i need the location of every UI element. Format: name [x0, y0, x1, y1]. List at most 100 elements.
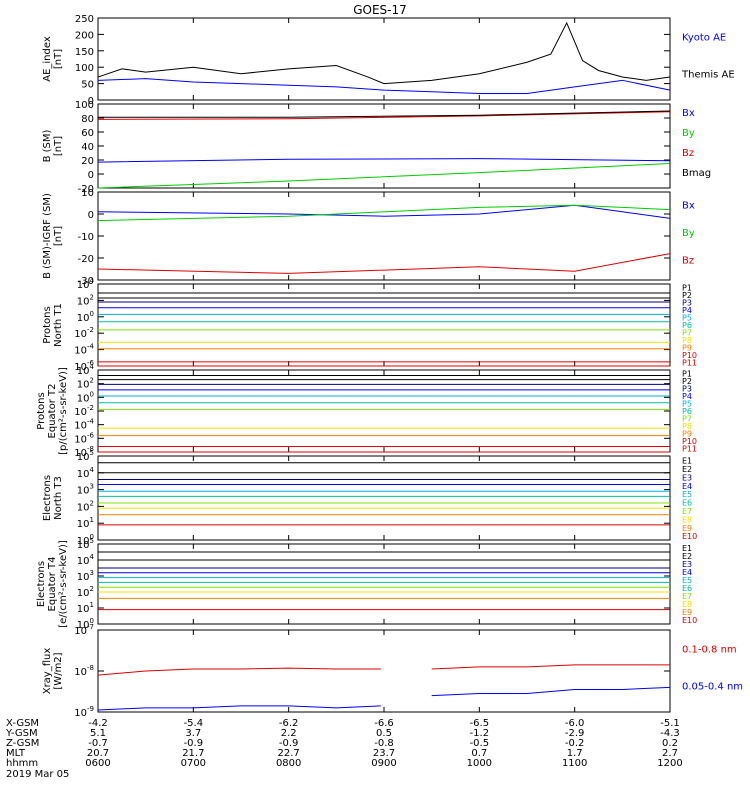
y-tick-label: 102 [77, 293, 94, 307]
y-tick-label: 100 [77, 310, 94, 324]
panel-frame [98, 544, 670, 624]
y-axis-label: [nT] [53, 226, 64, 246]
y-tick-exponent: 4 [90, 553, 95, 561]
series-line [98, 23, 670, 84]
y-tick-label: 103 [77, 569, 94, 583]
y-axis-label: North T1 [53, 303, 64, 347]
y-tick-exponent: 2 [90, 293, 94, 301]
y-axis-label: Protons [36, 392, 47, 429]
y-tick-label: 40 [81, 142, 94, 153]
y-axis-label: Protons [42, 306, 53, 343]
y-tick-exponent: -8 [87, 664, 94, 672]
series-line [432, 665, 670, 669]
panel-frame [98, 630, 670, 712]
legend-entry: P11 [682, 444, 697, 453]
y-tick-exponent: -2 [87, 404, 94, 412]
panel-electrons_north: 100101102103104105Electrons North T3E1E2E… [42, 449, 697, 547]
y-tick-exponent: -4 [87, 343, 95, 351]
y-axis-label: Xray_flux [42, 648, 53, 695]
panel-b_igrf: -30 -20 -10 0 10 B (SM)-IGRF (SM) [nT] Bx By Bz [42, 188, 695, 287]
y-axis-label: [W/m2] [53, 652, 64, 689]
series-line [432, 687, 670, 695]
legend-entry: Bz [682, 148, 694, 159]
y-tick-label: 10-6 [74, 431, 94, 445]
y-axis-label: B (SM) [42, 129, 53, 162]
y-tick-label: 10-4 [74, 343, 94, 357]
y-tick-exponent: 3 [90, 483, 94, 491]
y-tick-exponent: 3 [90, 569, 94, 577]
y-tick-label: 10-4 [74, 418, 94, 432]
y-tick-label: 50 [81, 80, 94, 91]
y-axis-label: Equator T2 [47, 384, 58, 439]
legend-entry: E10 [682, 616, 697, 625]
y-tick-exponent: -6 [87, 431, 95, 439]
y-tick-exponent: -4 [87, 418, 95, 426]
y-tick-exponent: -2 [87, 326, 94, 334]
footer-value: 1200 [657, 758, 682, 769]
y-tick-exponent: -7 [87, 623, 94, 631]
y-tick-label: 105 [77, 537, 94, 551]
y-tick-label: 80 [81, 114, 94, 125]
y-axis-label: North T3 [53, 476, 64, 520]
y-tick-label: 0 [88, 170, 94, 181]
y-tick-label: 60 [81, 128, 94, 139]
series-line [98, 706, 381, 710]
y-tick-label: 100 [75, 100, 94, 111]
footer-row-label: hhmm [6, 758, 38, 769]
y-tick-label: 101 [77, 516, 94, 530]
y-tick-label: 250 [75, 14, 94, 25]
series-line [98, 668, 381, 675]
panel-protons_equator: 10-810-610-410-2100102104Protons Equator … [36, 363, 697, 459]
y-tick-label: 102 [77, 377, 94, 391]
y-axis-label: Electrons [36, 561, 47, 607]
y-tick-label: 100 [77, 390, 94, 404]
footer-value: 0600 [85, 758, 110, 769]
series-line [98, 159, 670, 163]
legend-entry: P11 [682, 358, 697, 367]
y-tick-label: 104 [77, 277, 95, 291]
y-tick-exponent: 0 [90, 310, 94, 318]
footer-value: 0700 [181, 758, 206, 769]
panel-b_sm: -20 0 20 40 60 80 100 B (SM) [nT] Bx By Bz Bmag [42, 100, 711, 195]
legend-entry: 0.1-0.8 nm [682, 644, 737, 655]
panel-electrons_equator: 100101102103104105Electrons Equator T4 [e/… [36, 537, 697, 631]
panel-xray: 10-910-810-7Xray_flux [W/m2]0.1-0.8 nm0.0… [42, 623, 743, 719]
y-tick-exponent: 1 [90, 516, 94, 524]
goes17-stack-plot: GOES-17 050100150200250AE_index [nT]Kyoto… [0, 0, 750, 800]
y-tick-label: 150 [75, 47, 94, 58]
legend-entry: By [682, 128, 695, 139]
y-tick-exponent: 1 [90, 601, 94, 609]
y-tick-label: 10 [81, 188, 94, 199]
y-tick-label: -10 [78, 232, 94, 243]
legend-entry: Kyoto AE [682, 32, 726, 43]
y-tick-label: 101 [77, 601, 94, 615]
y-axis-label: Equator T4 [47, 557, 58, 612]
footer-value: 1000 [467, 758, 492, 769]
y-tick-label: 0 [88, 210, 94, 221]
y-tick-label: 20 [81, 156, 94, 167]
panel-ae: 0 50 100 150 200 250 AE_index [nT] Kyoto AE Themi… [42, 14, 735, 107]
y-tick-label: 200 [75, 30, 94, 41]
legend-entry: Bx [682, 108, 695, 119]
panel-frame [98, 456, 670, 540]
legend-entry: 0.05-0.4 nm [682, 682, 743, 693]
y-tick-label: 10-8 [74, 664, 94, 678]
legend-entry: E10 [682, 532, 697, 541]
legend-entry: Bx [682, 201, 695, 212]
footer-value: 0800 [276, 758, 301, 769]
y-tick-exponent: 5 [90, 449, 94, 457]
y-tick-label: 100 [75, 63, 94, 74]
y-tick-exponent: 4 [90, 363, 95, 371]
y-tick-label: 104 [77, 553, 95, 567]
legend-entry: Themis AE [681, 70, 735, 81]
y-tick-label: 104 [77, 363, 95, 377]
y-tick-label: 10-7 [74, 623, 94, 637]
y-tick-label: 105 [77, 449, 94, 463]
y-tick-exponent: 2 [90, 499, 94, 507]
series-line [98, 254, 670, 274]
y-tick-exponent: 2 [90, 377, 94, 385]
ephemeris-footer: X-GSM -4.2 -5.4 -6.2 -6.6 -6.5 -6.0 -5.1Y-GSM 5.… [5, 718, 683, 780]
y-axis-label: [p/(cm²-s-sr-keV)] [58, 367, 69, 455]
y-tick-exponent: 4 [90, 277, 95, 285]
